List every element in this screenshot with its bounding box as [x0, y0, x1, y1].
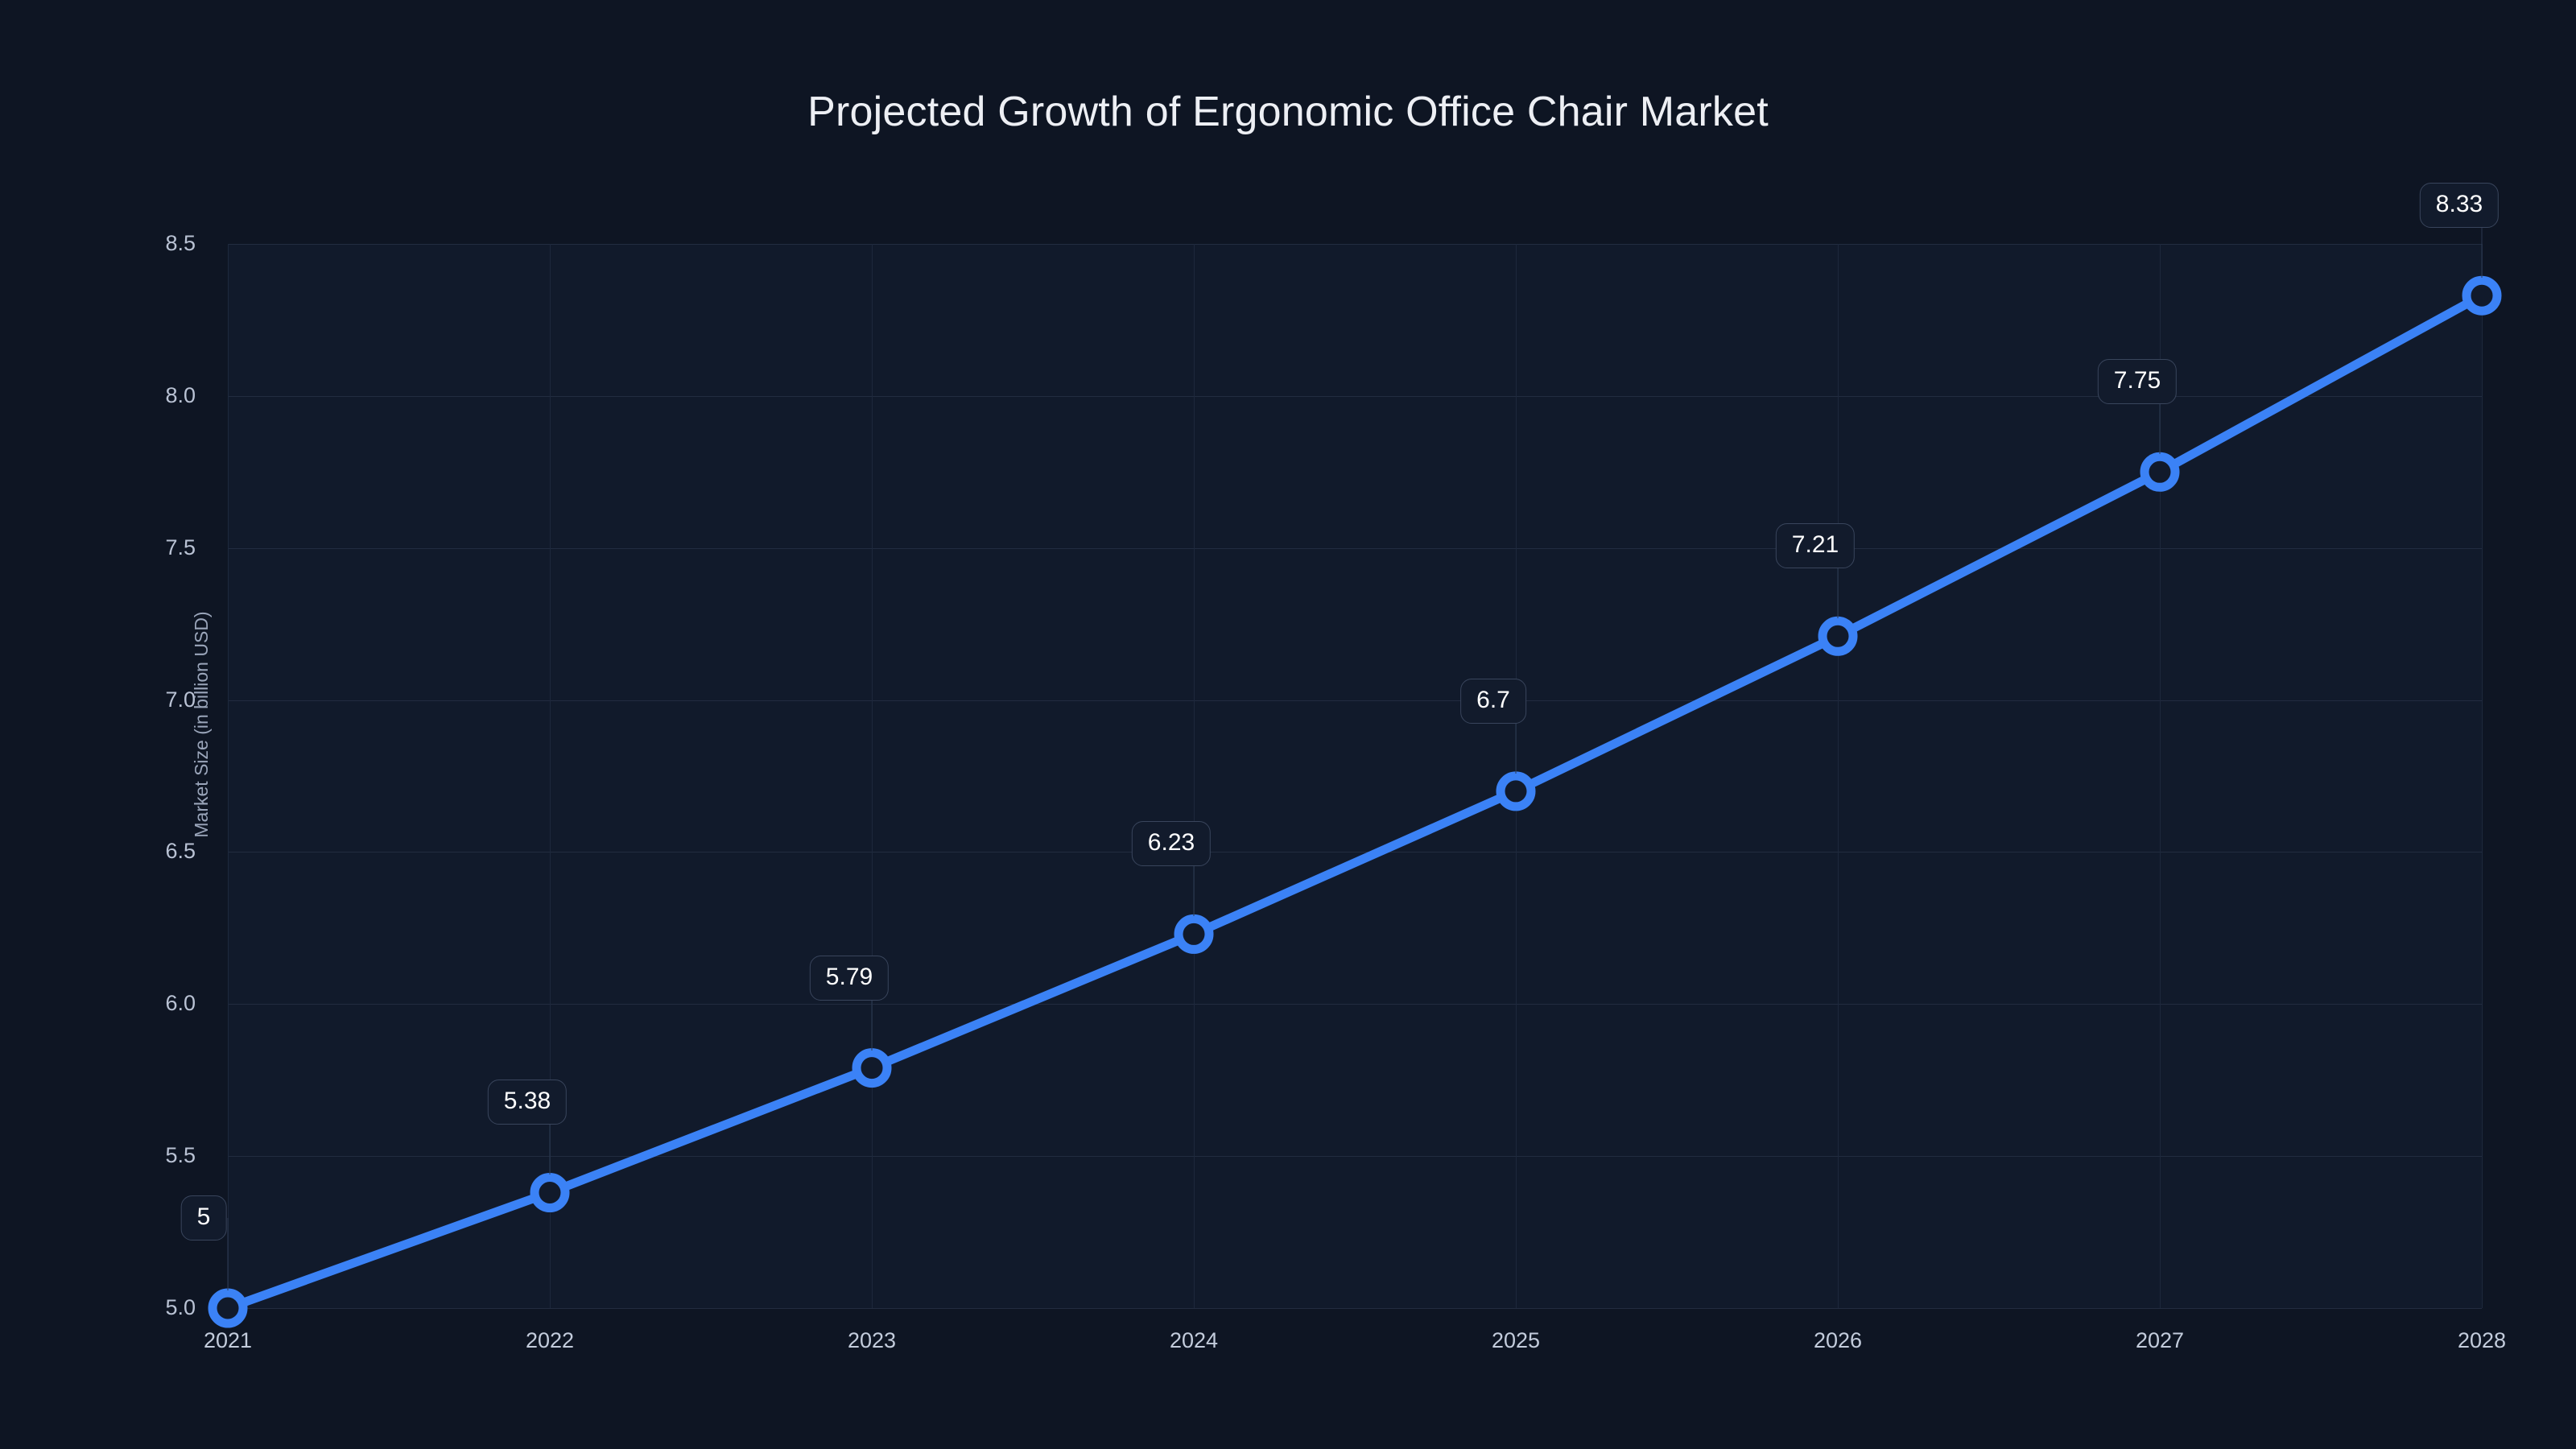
y-axis-tick-label: 5.5	[165, 1143, 196, 1168]
chart-title: Projected Growth of Ergonomic Office Cha…	[807, 89, 1769, 135]
y-axis-tick-label: 5.0	[165, 1295, 196, 1319]
data-point-label: 5.38	[487, 1080, 568, 1125]
x-axis-tick-label: 2023	[847, 1328, 897, 1352]
gridline-vertical	[1516, 244, 1517, 1308]
x-axis-tick-label: 2028	[2457, 1328, 2507, 1352]
y-axis-tick-label: 6.0	[165, 991, 196, 1016]
x-axis-tick-label: 2022	[525, 1328, 575, 1352]
x-axis-tick-label: 2027	[2135, 1328, 2185, 1352]
x-axis-tick-label: 2026	[1813, 1328, 1863, 1352]
data-point-label: 6.7	[1460, 678, 1526, 724]
gridline-horizontal	[228, 1156, 2482, 1157]
data-label-stem	[2481, 205, 2483, 279]
data-label-stem	[549, 1102, 551, 1175]
gridline-horizontal	[228, 548, 2482, 549]
data-point-label: 5.79	[809, 955, 890, 1001]
gridline-vertical	[1194, 244, 1195, 1308]
y-axis-tick-label: 8.5	[165, 231, 196, 255]
y-axis-tick-label: 7.5	[165, 535, 196, 559]
y-axis-tick-label: 6.5	[165, 839, 196, 864]
y-axis-title: Market Size (in billion USD)	[191, 611, 213, 838]
data-label-stem	[227, 1218, 229, 1290]
data-point-label: 8.33	[2419, 183, 2500, 229]
data-point-label: 7.75	[2097, 359, 2178, 405]
y-axis-tick-label: 7.0	[165, 687, 196, 712]
gridline-horizontal	[228, 244, 2482, 245]
data-point-label: 7.21	[1775, 523, 1856, 569]
data-label-stem	[1837, 546, 1839, 619]
data-label-stem	[2159, 382, 2161, 455]
data-label-stem	[1515, 700, 1517, 774]
x-axis-tick-label: 2024	[1169, 1328, 1219, 1352]
data-point-label: 6.23	[1131, 821, 1212, 867]
gridline-vertical	[2482, 244, 2483, 1308]
data-label-stem	[871, 977, 873, 1051]
gridline-vertical	[1838, 244, 1839, 1308]
gridline-horizontal	[228, 700, 2482, 701]
x-axis-tick-label: 2025	[1491, 1328, 1541, 1352]
gridline-vertical	[872, 244, 873, 1308]
gridline-vertical	[228, 244, 229, 1308]
data-point-label: 5	[180, 1195, 227, 1241]
gridline-horizontal	[228, 1004, 2482, 1005]
data-label-stem	[1193, 844, 1195, 917]
gridline-horizontal	[228, 1308, 2482, 1309]
y-axis-tick-label: 8.0	[165, 382, 196, 407]
x-axis-tick-label: 2021	[203, 1328, 253, 1352]
